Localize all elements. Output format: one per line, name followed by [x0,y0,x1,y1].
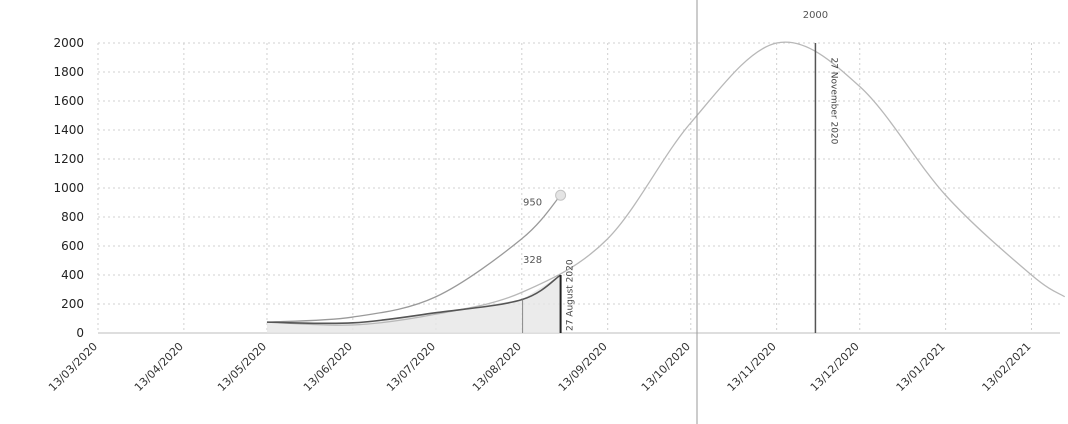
y-tick-label: 800 [61,210,84,224]
data-label: 328 [523,255,542,266]
x-tick-label: 13/03/2020 [46,340,100,394]
marker-label: 27 November 2020 [828,58,838,145]
x-tick-label: 13/12/2020 [808,340,862,394]
y-tick-label: 600 [61,239,84,253]
x-tick-label: 13/06/2020 [301,340,355,394]
y-tick-label: 200 [61,297,84,311]
series-lines [266,41,1066,326]
series-end-marker [555,189,567,201]
data-label: 2000 [803,10,828,21]
x-tick-label: 13/01/2021 [894,340,948,394]
shaded-area [266,275,561,333]
series-line-1 [266,41,1066,326]
data-labels: 2000 950 328 27 August 2020 27 November 2020 [523,10,838,331]
y-tick-label: 1800 [53,65,84,79]
x-tick-label: 13/09/2020 [556,340,610,394]
x-tick-label: 13/02/2021 [980,340,1034,394]
series-line-3 [266,274,562,325]
y-tick-label: 1000 [53,181,84,195]
y-tick-label: 1400 [53,123,84,137]
y-axis-ticks: 0 200 400 600 800 1000 1200 1400 1600 1800 2000 [53,36,84,340]
x-tick-label: 13/04/2020 [132,340,186,394]
marker-label: 27 August 2020 [566,259,576,331]
y-tick-label: 0 [76,326,84,340]
grid [97,42,1060,334]
x-tick-label: 13/05/2020 [215,340,269,394]
y-tick-label: 1200 [53,152,84,166]
x-tick-label: 13/11/2020 [725,340,779,394]
x-tick-label: 13/08/2020 [470,340,524,394]
x-axis-ticks: 13/03/2020 13/04/2020 13/05/2020 13/06/2020… [46,340,1034,394]
x-tick-label: 13/10/2020 [639,340,693,394]
marker-lines [522,0,817,424]
x-tick-label: 13/07/2020 [384,340,438,394]
data-label: 950 [523,197,542,208]
shaded-region [266,275,561,333]
y-tick-label: 2000 [53,36,84,50]
y-tick-label: 400 [61,268,84,282]
y-tick-label: 1600 [53,94,84,108]
series-line-2 [266,194,562,323]
